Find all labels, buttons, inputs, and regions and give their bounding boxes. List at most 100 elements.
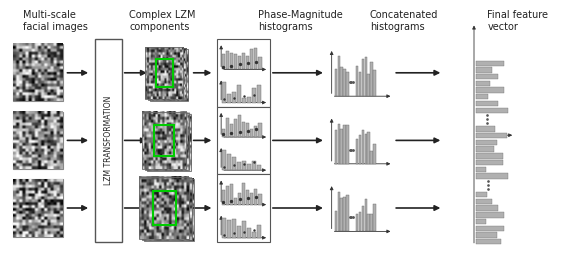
Bar xyxy=(475,239,501,244)
Bar xyxy=(475,108,508,113)
Bar xyxy=(250,129,254,137)
Bar xyxy=(356,139,358,164)
Bar xyxy=(221,54,225,69)
Bar xyxy=(247,164,251,170)
Bar xyxy=(356,66,358,96)
Bar xyxy=(148,48,185,100)
Bar xyxy=(475,61,504,66)
Bar xyxy=(338,192,340,231)
Bar xyxy=(475,133,507,138)
Bar xyxy=(475,67,492,73)
Bar xyxy=(346,195,349,231)
Point xyxy=(227,199,236,203)
Bar xyxy=(365,57,367,96)
Bar xyxy=(338,124,340,164)
Bar xyxy=(222,218,225,238)
Bar xyxy=(232,92,235,102)
Text: Final feature
vector: Final feature vector xyxy=(487,10,548,32)
Bar xyxy=(475,232,497,238)
Bar xyxy=(475,192,487,197)
Point xyxy=(243,128,252,133)
Bar xyxy=(257,225,261,238)
Bar xyxy=(242,53,245,69)
Bar xyxy=(242,183,245,205)
Point xyxy=(235,197,244,202)
Bar xyxy=(365,199,367,231)
Bar xyxy=(340,129,343,164)
Bar xyxy=(475,219,486,224)
Bar xyxy=(221,129,225,137)
Bar xyxy=(475,212,504,218)
Bar xyxy=(252,161,255,170)
Bar xyxy=(232,157,235,170)
Point xyxy=(243,196,252,200)
Bar xyxy=(343,125,346,164)
Bar xyxy=(222,150,225,170)
Bar xyxy=(475,167,485,172)
Bar xyxy=(475,226,504,231)
Bar xyxy=(227,220,231,238)
FancyBboxPatch shape xyxy=(95,39,122,242)
Bar xyxy=(225,118,229,137)
Bar xyxy=(230,124,233,137)
Bar xyxy=(237,226,241,238)
Bar xyxy=(254,189,258,205)
Point xyxy=(227,131,236,135)
Bar xyxy=(367,74,370,96)
Bar xyxy=(238,193,241,205)
Bar xyxy=(335,69,337,96)
Bar xyxy=(343,69,346,96)
Text: Complex LZM
components: Complex LZM components xyxy=(129,10,195,32)
Bar xyxy=(246,122,249,137)
Bar xyxy=(370,62,373,96)
Bar xyxy=(367,214,370,231)
Bar xyxy=(225,51,229,69)
FancyBboxPatch shape xyxy=(13,179,63,237)
Bar xyxy=(373,204,376,231)
Bar xyxy=(367,132,370,164)
Bar xyxy=(338,56,340,96)
Bar xyxy=(475,146,494,152)
Bar xyxy=(370,214,373,231)
Bar xyxy=(242,99,245,102)
Bar xyxy=(252,88,255,102)
Bar xyxy=(346,73,349,96)
Bar xyxy=(359,212,361,231)
Bar xyxy=(373,69,376,96)
Bar xyxy=(141,178,191,240)
Bar xyxy=(247,228,251,238)
Text: Multi-scale
facial images: Multi-scale facial images xyxy=(23,10,89,32)
Bar xyxy=(250,49,254,69)
Bar xyxy=(230,184,233,205)
Bar xyxy=(144,113,188,170)
Bar xyxy=(335,130,337,164)
Bar xyxy=(247,96,251,102)
Point xyxy=(251,60,261,64)
Bar xyxy=(475,81,490,86)
Point xyxy=(251,127,261,131)
Bar xyxy=(258,123,262,137)
Bar xyxy=(237,85,241,102)
Bar xyxy=(475,173,508,179)
Point xyxy=(218,200,228,204)
Bar xyxy=(217,174,270,242)
Bar xyxy=(475,140,497,145)
Point xyxy=(235,62,244,66)
Bar xyxy=(234,119,237,137)
Bar xyxy=(254,126,258,137)
FancyBboxPatch shape xyxy=(13,112,63,169)
Bar xyxy=(359,72,361,96)
Bar xyxy=(356,214,358,231)
Bar xyxy=(258,57,262,69)
Bar xyxy=(252,232,255,238)
Bar xyxy=(238,115,241,137)
Bar xyxy=(237,162,241,170)
Bar xyxy=(343,198,346,231)
Bar xyxy=(238,56,241,69)
Bar xyxy=(370,151,373,164)
Bar xyxy=(227,154,231,170)
Point xyxy=(218,132,228,136)
Bar xyxy=(246,56,249,69)
Bar xyxy=(147,114,191,171)
Bar xyxy=(234,198,237,205)
